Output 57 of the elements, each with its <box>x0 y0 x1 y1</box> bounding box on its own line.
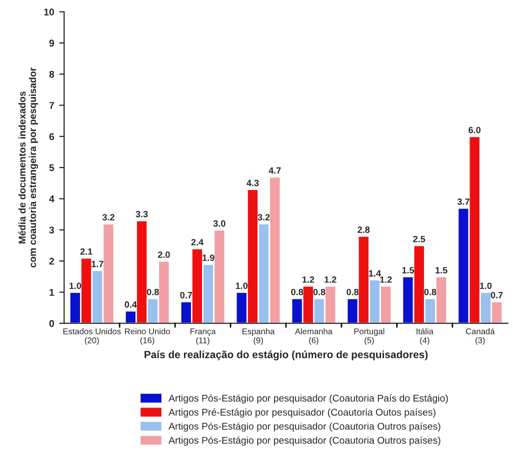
y-tick-label: 7 <box>49 102 54 109</box>
data-label: 1.0 <box>480 282 492 289</box>
y-tick-label: 9 <box>49 40 54 47</box>
data-label: 1.7 <box>92 260 104 268</box>
x-tick-label: Canadá (3) <box>466 328 495 345</box>
data-label: 0.8 <box>424 288 436 296</box>
legend-label: Artigos Pós-Estágio por pesquisador (Coautoria Outros países) <box>168 436 440 446</box>
data-label: 0.4 <box>124 301 137 308</box>
data-label: 1.2 <box>380 276 392 283</box>
x-tick-label: Estados Unidos (20) <box>63 328 121 345</box>
data-label: 0.8 <box>346 288 359 296</box>
data-label: 6.0 <box>468 126 480 134</box>
y-tick-label: 6 <box>49 133 54 140</box>
data-label: 0.8 <box>146 288 159 296</box>
data-label: 2.8 <box>358 226 370 233</box>
data-label: 3.3 <box>136 210 148 218</box>
x-tick-label: Itália (4) <box>416 328 434 345</box>
data-label: 2.1 <box>80 248 92 255</box>
data-label: 0.7 <box>180 292 192 298</box>
data-label: 4.3 <box>246 180 259 186</box>
y-tick-label: 8 <box>49 70 54 78</box>
x-tick-label: Reino Unido (16) <box>125 328 170 345</box>
x-tick-label: Portugal (5) <box>354 328 384 345</box>
x-tick-label: Alemanha (6) <box>294 328 332 345</box>
data-label: 3.7 <box>457 198 470 205</box>
y-tick-label: 5 <box>49 164 54 172</box>
legend-label: Artigos Pós-Estágio por pesquisador (Coautoria Outros países) <box>168 422 440 432</box>
legend-label: Artigos Pós-Estágio por pesquisador (Coautoria País do Estágio) <box>168 394 448 404</box>
x-tick-label: França (11) <box>190 328 216 345</box>
y-tick-label: 2 <box>49 258 54 265</box>
x-axis-title: País de realização do estágio (número de pesquisadores) <box>144 350 428 360</box>
data-label: 1.4 <box>369 270 381 276</box>
data-label: 4.7 <box>268 167 281 174</box>
y-tick-label: 0 <box>49 320 54 327</box>
data-label: 0.8 <box>313 288 326 296</box>
data-label: 2.5 <box>413 236 426 242</box>
data-label: 2.4 <box>191 238 204 246</box>
data-label: 1.5 <box>402 267 414 274</box>
data-label: 3.2 <box>258 214 270 220</box>
y-tick-label: 3 <box>49 226 54 234</box>
data-label: 3.0 <box>213 220 226 227</box>
legend-label: Artigos Pré-Estágio por pesquisador (Coautoria Outos países) <box>168 408 436 418</box>
data-label: 1.5 <box>436 267 448 274</box>
data-label: 1.0 <box>236 282 248 289</box>
data-label: 1.2 <box>302 276 314 283</box>
data-label: 0.8 <box>291 288 304 296</box>
y-tick-label: 10 <box>44 8 54 16</box>
data-label: 0.7 <box>490 292 503 298</box>
y-axis-title: Média de documentos indexados com coautoria estrangeira por pesquisador <box>18 67 38 268</box>
data-label: 1.9 <box>202 254 214 261</box>
data-label: 3.2 <box>102 214 114 220</box>
y-tick-label: 4 <box>49 196 54 202</box>
y-tick-label: 1 <box>50 289 54 296</box>
data-label: 1.0 <box>70 282 82 289</box>
data-label: 1.2 <box>324 276 336 283</box>
x-tick-label: Espanha (9) <box>242 328 275 345</box>
data-label: 2.0 <box>158 251 170 258</box>
